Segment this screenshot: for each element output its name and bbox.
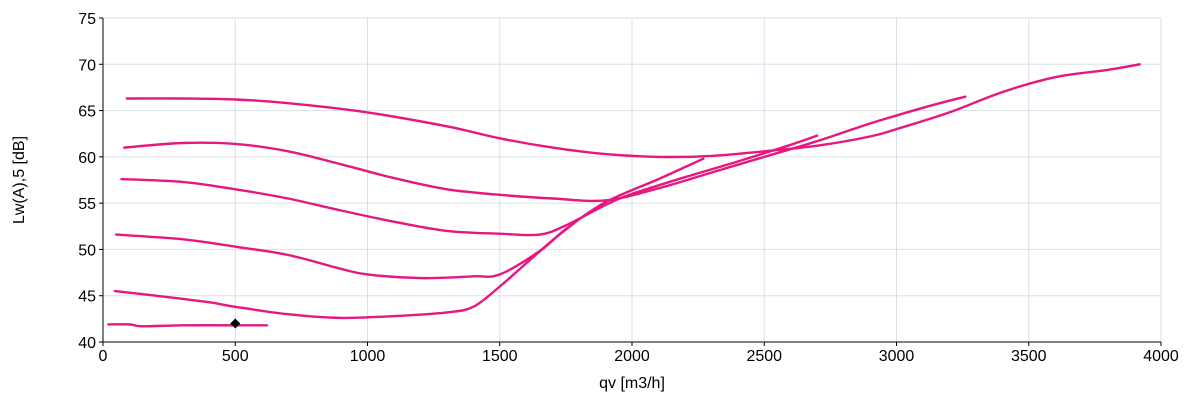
x-tick-label: 1500 — [482, 348, 518, 365]
fan-curve-2 — [123, 95, 967, 203]
operating-point-marker — [230, 318, 241, 329]
x-tick-label: 2500 — [746, 348, 782, 365]
y-tick-label: 65 — [78, 104, 96, 121]
x-tick-label: 3000 — [879, 348, 915, 365]
y-tick-label: 75 — [78, 11, 96, 28]
x-tick-labels: 0 500 1000 1500 2000 2500 3000 3500 4000 — [99, 348, 1179, 365]
y-axis-title: Lw(A),5 [dB] — [11, 136, 28, 224]
fan-curve-4 — [115, 157, 705, 280]
x-tick-label: 500 — [222, 348, 249, 365]
fan-curve-5 — [113, 222, 575, 320]
fan-curve-1 — [125, 63, 1141, 159]
axes — [99, 17, 1162, 346]
x-axis-title: qv [m3/h] — [599, 375, 665, 392]
x-tick-label: 3500 — [1011, 348, 1047, 365]
x-tick-label: 1000 — [350, 348, 386, 365]
y-tick-label: 70 — [78, 57, 96, 74]
grid — [102, 17, 1162, 343]
curves — [107, 63, 1141, 328]
y-tick-label: 60 — [78, 150, 96, 167]
operating-point-layer — [230, 318, 241, 329]
y-tick-label: 50 — [78, 242, 96, 259]
fan-curve-6 — [107, 323, 269, 328]
x-tick-label: 0 — [99, 348, 108, 365]
fan-curve-3 — [120, 134, 819, 237]
y-tick-label: 40 — [78, 335, 96, 352]
y-tick-label: 55 — [78, 196, 96, 213]
x-tick-label: 4000 — [1143, 348, 1179, 365]
x-tick-label: 2000 — [614, 348, 650, 365]
y-tick-label: 45 — [78, 289, 96, 306]
y-tick-labels: 40 45 50 55 60 65 70 75 — [78, 11, 96, 352]
